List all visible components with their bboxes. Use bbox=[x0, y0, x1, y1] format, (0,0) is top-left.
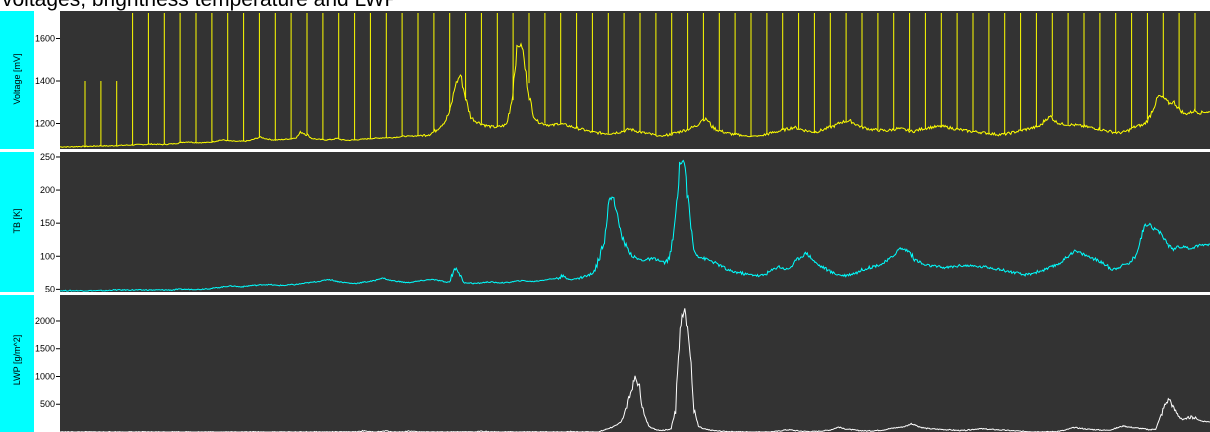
tb-ytick-label: 50 bbox=[45, 284, 55, 292]
voltage-panel: Voltage [mV] 1200 1400 1600 bbox=[0, 11, 1210, 149]
tb-ytick-label: 150 bbox=[40, 218, 55, 228]
chart-caption: voltages, brightness temperature and LWP bbox=[2, 0, 399, 10]
lwp-ytick-label: 500 bbox=[40, 399, 55, 409]
tb-plot-background bbox=[35, 152, 1210, 292]
lwp-panel: LWP [g/m^2] 500 1000 1500 2000 bbox=[0, 295, 1210, 432]
lwp-ytick-label: 2000 bbox=[35, 316, 55, 326]
voltage-ytick-label: 1600 bbox=[35, 34, 55, 44]
lwp-ytick-label: 1500 bbox=[35, 344, 55, 354]
lwp-axis-area bbox=[34, 295, 60, 432]
tb-ytick-label: 200 bbox=[40, 185, 55, 195]
brightness-temperature-panel: TB [K] 50 100 150 200 250 bbox=[0, 152, 1210, 292]
voltage-ytick-label: 1200 bbox=[35, 119, 55, 129]
voltage-series-line bbox=[59, 42, 1210, 148]
tb-axis-area bbox=[34, 152, 60, 292]
voltage-ytick-label: 1400 bbox=[35, 76, 55, 86]
voltage-plot-background bbox=[35, 11, 1210, 149]
tb-ytick-label: 100 bbox=[40, 251, 55, 261]
lwp-series-line bbox=[60, 308, 1210, 432]
lwp-ytick-label: 1000 bbox=[35, 371, 55, 381]
tb-chart: 50 100 150 200 250 bbox=[34, 152, 1210, 292]
lwp-chart: 500 1000 1500 2000 bbox=[34, 295, 1210, 432]
voltage-label-strip bbox=[0, 11, 34, 149]
voltage-axis-area bbox=[34, 11, 60, 149]
tb-label-strip bbox=[0, 152, 34, 292]
tb-ytick-label: 250 bbox=[40, 152, 55, 162]
lwp-plot-background bbox=[35, 295, 1210, 432]
tb-series-line bbox=[59, 159, 1210, 292]
voltage-chart: 1200 1400 1600 bbox=[34, 11, 1210, 149]
lwp-label-strip bbox=[0, 295, 34, 432]
